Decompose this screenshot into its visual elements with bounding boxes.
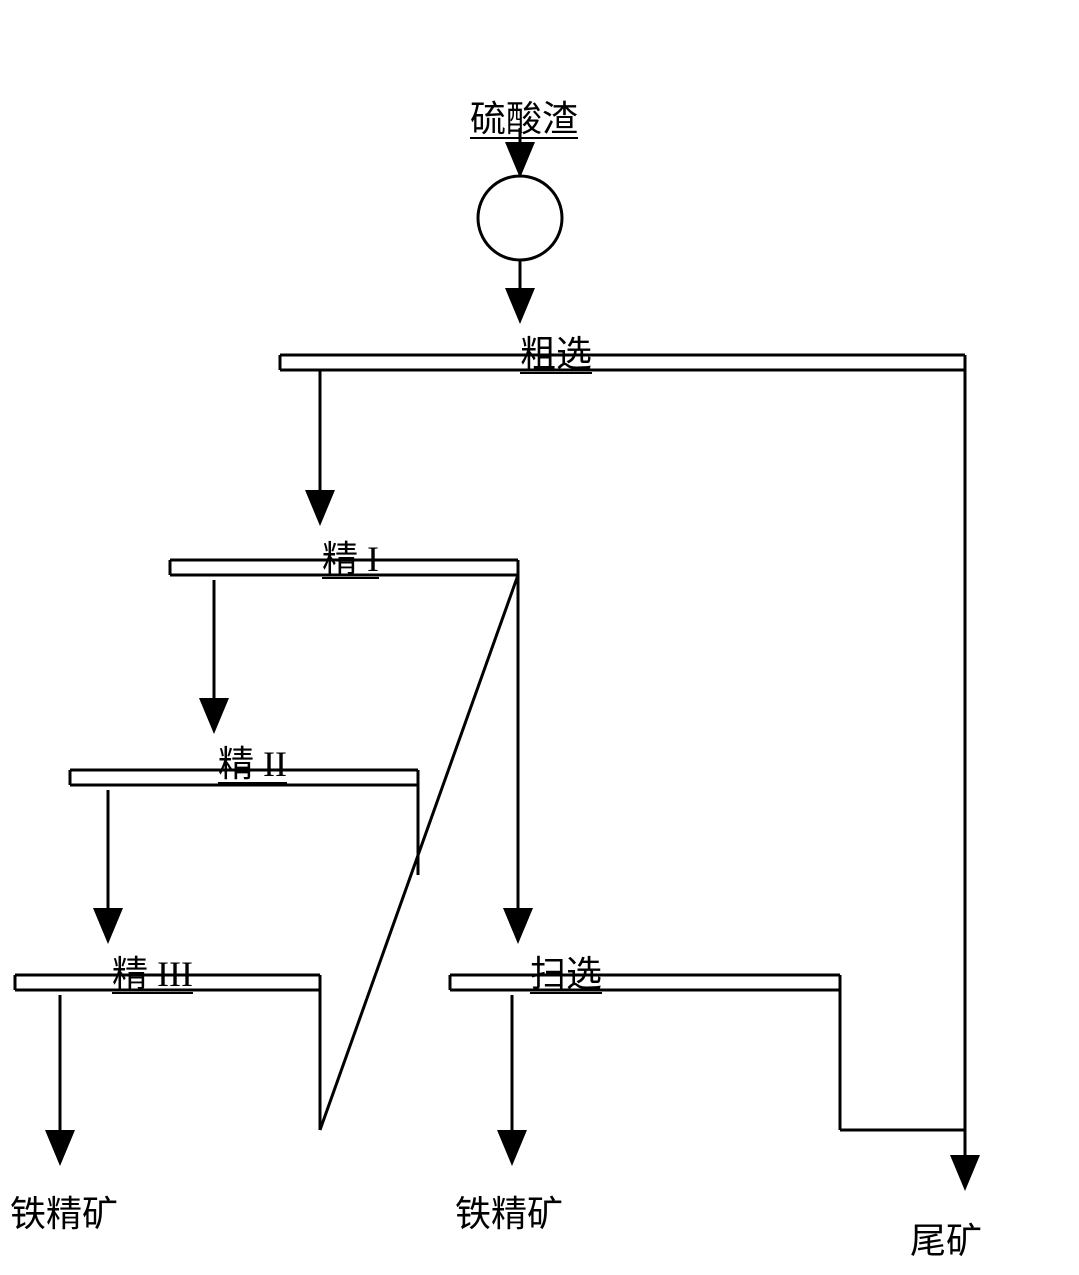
refine2-label: 精 II bbox=[218, 735, 287, 787]
scavenge-label: 扫选 bbox=[530, 945, 602, 997]
input-label: 硫酸渣 bbox=[470, 90, 578, 142]
tailings-label: 尾矿 bbox=[910, 1212, 982, 1264]
rough-label: 粗选 bbox=[520, 325, 592, 377]
refine1-label: 精 I bbox=[322, 530, 379, 582]
output1-label: 铁精矿 bbox=[10, 1185, 118, 1237]
refine3-label: 精 III bbox=[112, 945, 193, 997]
output2-label: 铁精矿 bbox=[455, 1185, 563, 1237]
flowchart-svg bbox=[0, 0, 1079, 1275]
